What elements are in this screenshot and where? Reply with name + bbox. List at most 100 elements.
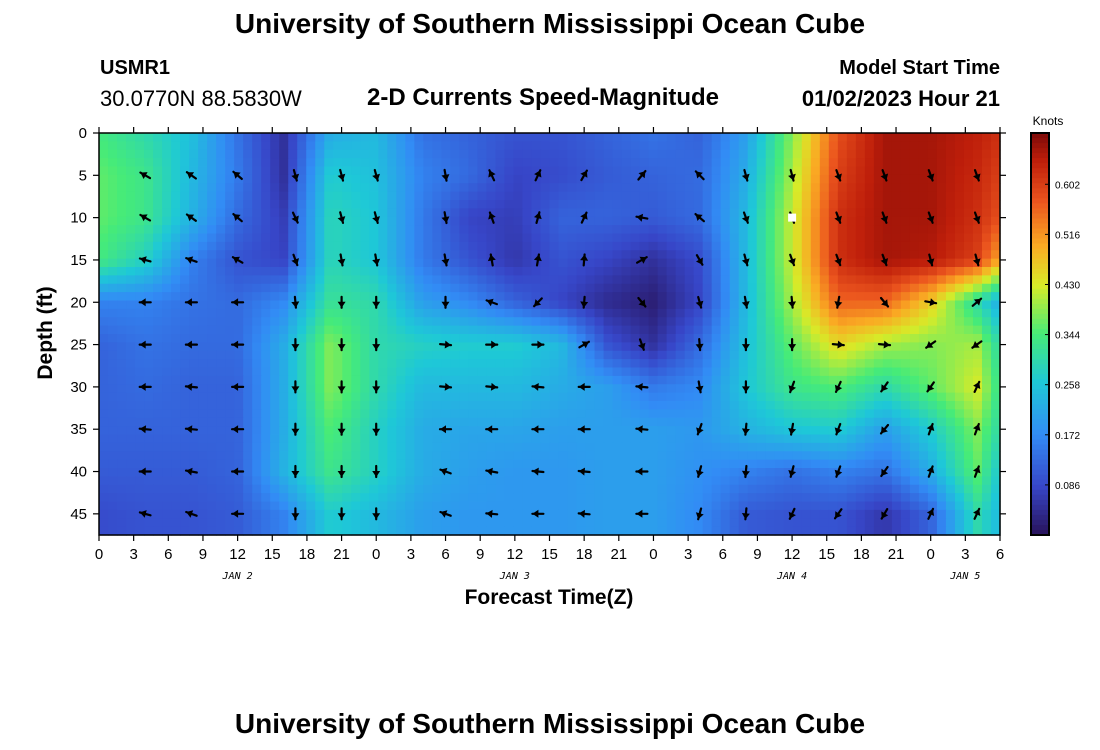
heatmap-cell [306,350,316,360]
heatmap-cell [216,518,226,528]
heatmap-cell [405,468,415,477]
heatmap-cell [333,283,343,293]
heatmap-cell [666,300,677,310]
heatmap-cell [414,267,424,276]
heatmap-cell [378,526,388,536]
heatmap-cell [837,401,848,410]
heatmap-cell [558,434,569,444]
heatmap-cell [990,292,1001,302]
heatmap-cell [585,325,596,335]
heatmap-cell [666,233,677,243]
heatmap-cell [657,392,668,402]
heatmap-cell [270,484,280,494]
heatmap-cell [396,459,406,469]
heatmap-cell [207,401,217,410]
heatmap-cell [873,141,884,151]
heatmap-cell [657,216,668,226]
heatmap-cell [297,250,307,260]
heatmap-cell [639,526,650,536]
model-start-time: 01/02/2023 Hour 21 [801,86,1000,111]
heatmap-cell [855,325,866,335]
heatmap-cell [666,375,677,385]
heatmap-cell [234,149,244,159]
heatmap-cell [855,292,866,302]
heatmap-cell [207,359,217,369]
heatmap-cell [990,359,1001,369]
heatmap-cell [891,200,902,209]
heatmap-cell [792,384,803,394]
heatmap-cell [441,526,451,536]
heatmap-cell [162,149,172,159]
heatmap-cell [171,267,181,276]
heatmap-cell [783,476,794,486]
heatmap-cell [108,149,118,159]
heatmap-cell [702,183,713,193]
heatmap-cell [954,283,965,293]
heatmap-cell [828,384,839,394]
heatmap-cell [567,191,578,201]
heatmap-cell [117,141,127,151]
heatmap-cell [108,426,118,436]
heatmap-cell [495,208,506,218]
heatmap-cell [666,442,677,452]
heatmap-cell [981,191,992,201]
heatmap-cell [288,292,298,302]
heatmap-cell [279,501,289,511]
heatmap-cell [99,484,109,494]
heatmap-cell [702,325,713,335]
heatmap-cell [180,275,190,285]
heatmap-cell [108,359,118,369]
heatmap-cell [207,451,217,461]
heatmap-cell [135,501,145,511]
heatmap-cell [216,442,226,452]
heatmap-cell [198,141,208,151]
heatmap-cell [144,434,154,444]
heatmap-cell [918,225,929,235]
heatmap-cell [297,501,307,511]
heatmap-cell [783,208,794,218]
heatmap-cell [315,300,325,310]
heatmap-cell [315,476,325,486]
heatmap-cell [954,158,965,168]
heatmap-cell [990,367,1001,377]
heatmap-cell [198,225,208,235]
heatmap-cell [576,149,587,159]
heatmap-cell [837,283,848,293]
heatmap-cell [216,392,226,402]
heatmap-cell [162,191,172,201]
heatmap-cell [153,367,163,377]
heatmap-cell [738,241,749,251]
heatmap-cell [972,484,983,494]
heatmap-cell [621,526,632,536]
heatmap-cell [828,493,839,503]
heatmap-cell [297,233,307,243]
heatmap-cell [108,342,118,352]
heatmap-cell [738,359,749,369]
heatmap-cell [216,434,226,444]
heatmap-cell [504,133,515,142]
x-tick-label: 18 [299,546,316,563]
heatmap-cell [504,401,515,410]
heatmap-cell [963,350,974,360]
heatmap-cell [225,401,235,410]
heatmap-cell [477,526,488,536]
heatmap-cell [288,493,298,503]
heatmap-cell [576,334,587,343]
heatmap-cell [801,200,812,209]
heatmap-cell [252,166,262,176]
heatmap-cell [783,325,794,335]
heatmap-cell [450,241,460,251]
heatmap-cell [711,417,722,427]
heatmap-cell [540,208,551,218]
heatmap-cell [873,317,884,327]
heatmap-cell [342,334,352,343]
heatmap-cell [828,501,839,511]
heatmap-cell [135,317,145,327]
heatmap-cell [459,183,470,193]
heatmap-cell [720,342,731,352]
heatmap-cell [252,233,262,243]
heatmap-cell [837,518,848,528]
heatmap-cell [342,468,352,477]
heatmap-cell [693,308,704,318]
heatmap-cell [873,308,884,318]
